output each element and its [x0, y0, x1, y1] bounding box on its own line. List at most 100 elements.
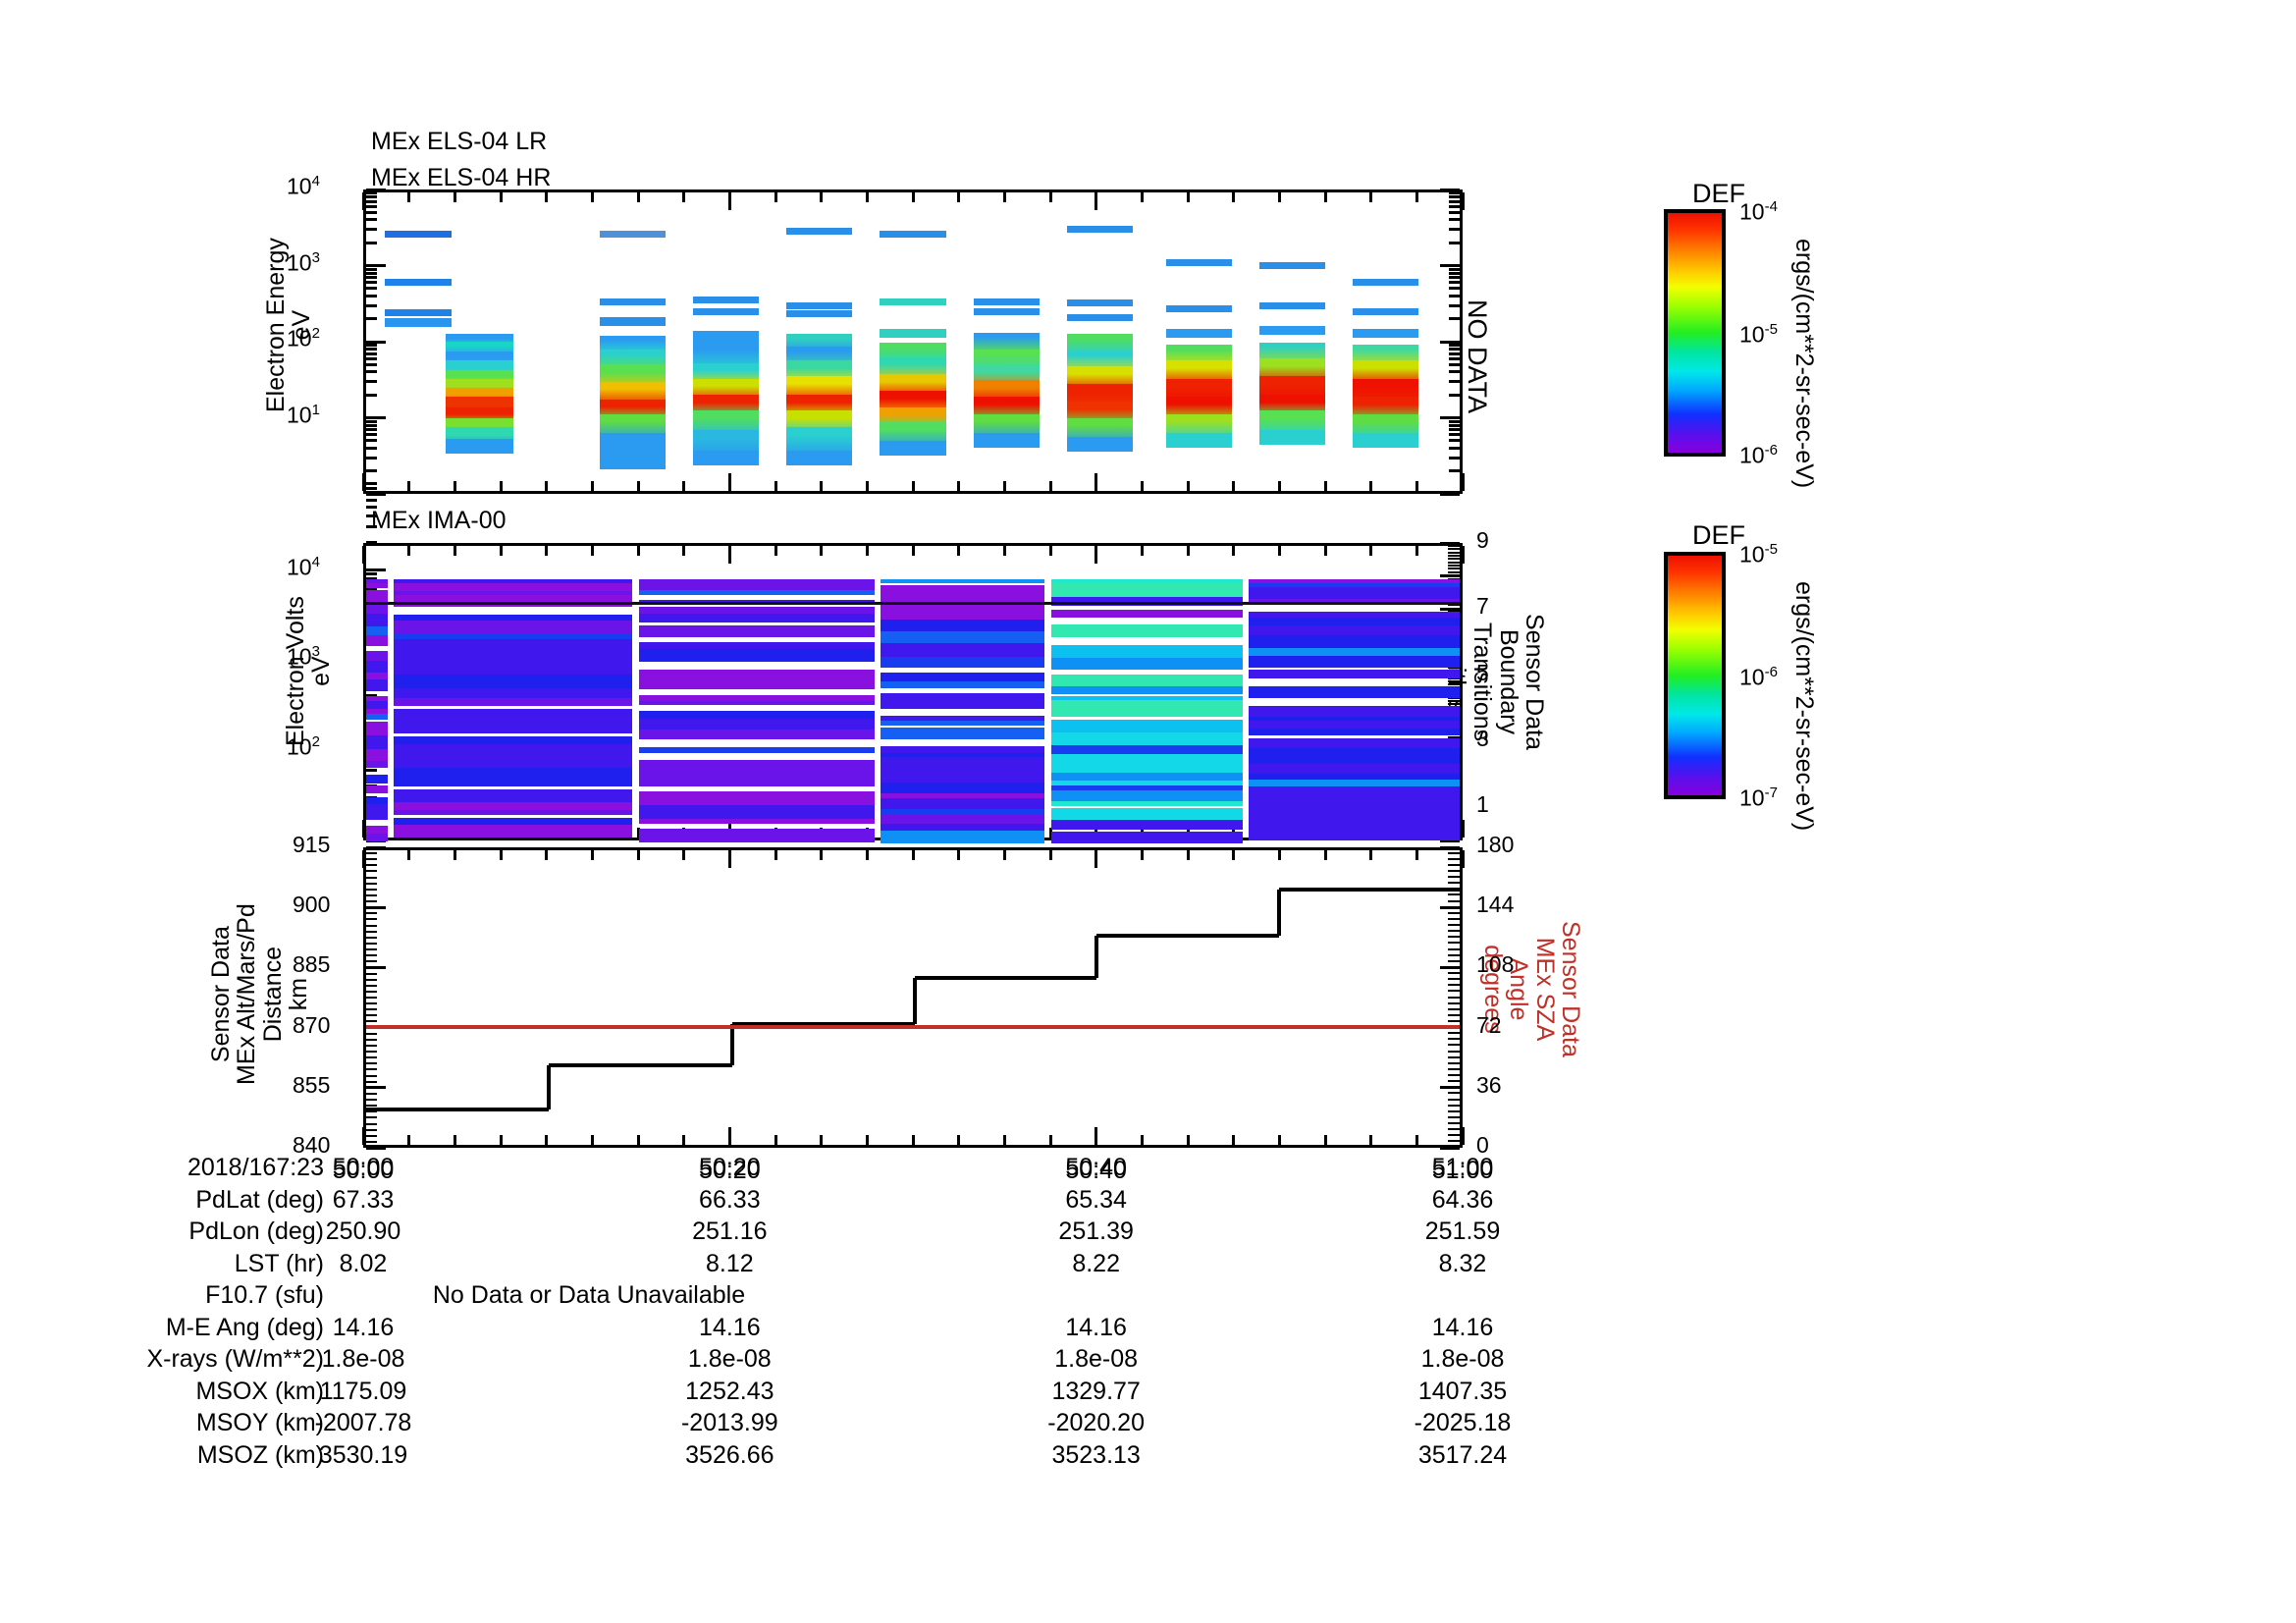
table-cell: 8.32	[1438, 1249, 1487, 1277]
table-cell: 50:20	[699, 1154, 761, 1181]
table-cell: 1.8e-08	[687, 1345, 772, 1373]
axis-tick	[1440, 965, 1460, 969]
x-tick-label: 51:00	[1431, 1157, 1494, 1184]
axis-tick	[366, 576, 377, 580]
axis-tick	[1448, 930, 1460, 933]
spectrogram-band	[366, 641, 388, 646]
axis-tick	[366, 370, 377, 374]
axis-tick	[407, 481, 411, 491]
spectrogram-band	[1050, 624, 1243, 637]
axis-tick	[366, 228, 377, 232]
axis-tick	[1448, 679, 1460, 682]
axis-tick	[1440, 340, 1460, 344]
table-cell: -2013.99	[680, 1409, 778, 1436]
spectrogram-band	[394, 709, 633, 723]
axis-tick	[1448, 851, 1460, 854]
axis-tick	[1448, 1104, 1460, 1107]
panel2-right-label-line1: Sensor Data	[1521, 614, 1548, 750]
spectrogram-band	[599, 298, 666, 306]
axis-tick	[682, 192, 686, 202]
spectrogram-band	[880, 328, 946, 338]
axis-tick	[1448, 604, 1460, 607]
axis-tick	[361, 473, 365, 491]
axis-tick	[1448, 1140, 1460, 1143]
spectrogram-band	[1249, 686, 1460, 698]
axis-tick	[1095, 192, 1098, 210]
axis-tick	[499, 1135, 503, 1145]
axis-tick	[366, 195, 377, 198]
axis-tick	[1448, 577, 1460, 580]
axis-minor-tick	[366, 852, 377, 855]
axis-minor-tick	[366, 1092, 377, 1095]
axis-tick	[499, 546, 503, 556]
axis-tick	[1448, 1019, 1460, 1022]
spectrogram-column	[693, 192, 760, 491]
axis-tick	[1448, 857, 1460, 860]
spectrogram-band	[1050, 587, 1243, 597]
spectrogram-band	[394, 723, 633, 733]
axis-tick	[545, 1135, 549, 1145]
axis-minor-tick	[366, 882, 377, 885]
axis-tick	[1440, 541, 1460, 545]
spectrogram-band	[881, 620, 1045, 631]
panel3-ytick-label: 840	[293, 1132, 331, 1158]
spectrogram-band	[638, 799, 875, 805]
table-cell: 1.8e-08	[1054, 1345, 1139, 1373]
spectrogram-band	[366, 579, 388, 583]
spectrogram-band	[881, 798, 1045, 809]
table-cell: 14.16	[1065, 1313, 1127, 1341]
spectrogram-band	[638, 695, 875, 701]
table-row-label: LST (hr)	[234, 1249, 324, 1277]
spectrogram-band	[366, 651, 388, 661]
cb2-mid-mant: 10	[1739, 664, 1765, 690]
spectrogram-band	[1165, 305, 1232, 313]
axis-minor-tick	[366, 870, 377, 873]
spectrogram-band	[1249, 706, 1460, 717]
spectrogram-band	[1066, 436, 1133, 452]
spectrogram-band	[638, 771, 875, 777]
altitude-step-segment	[366, 1108, 550, 1112]
axis-minor-tick	[366, 918, 377, 921]
axis-tick	[774, 192, 777, 202]
spectrogram-band	[786, 450, 853, 465]
spectrogram-band	[1249, 648, 1460, 656]
axis-tick	[1277, 481, 1281, 491]
spectrogram-band	[385, 279, 452, 287]
axis-tick	[361, 820, 365, 838]
spectrogram-band	[1249, 738, 1460, 748]
spectrogram-band	[394, 675, 633, 688]
axis-tick	[1095, 1127, 1098, 1145]
axis-tick	[545, 481, 549, 491]
panel3-right-tick-label: 108	[1476, 951, 1515, 978]
axis-tick	[366, 492, 377, 496]
axis-tick	[1277, 1135, 1281, 1145]
spectrogram-band	[366, 583, 388, 588]
table-cell: 251.39	[1058, 1217, 1134, 1245]
spectrogram-band	[394, 772, 633, 778]
axis-minor-tick	[366, 960, 377, 963]
spectrogram-band	[1050, 579, 1243, 583]
panel3-ytick-label: 915	[293, 832, 331, 857]
ytick-mant: 10	[287, 554, 312, 580]
axis-tick	[366, 965, 386, 969]
table-row-label: F10.7 (sfu)	[205, 1281, 324, 1309]
axis-tick	[1449, 439, 1460, 443]
axis-tick	[1002, 192, 1006, 202]
axis-tick	[1002, 546, 1006, 556]
axis-minor-tick	[366, 1068, 377, 1071]
spectrogram-band	[881, 757, 1045, 770]
spectrogram-band	[394, 615, 633, 621]
axis-tick	[1095, 850, 1098, 868]
spectrogram-band	[881, 643, 1045, 657]
axis-tick	[1448, 924, 1460, 927]
spectrogram-band	[394, 778, 633, 786]
spectrogram-band	[366, 804, 388, 811]
axis-tick	[957, 546, 961, 556]
axis-tick	[1440, 607, 1460, 611]
spectrogram-band	[394, 621, 633, 634]
axis-tick	[1449, 456, 1460, 460]
spectrogram-band	[1050, 801, 1243, 806]
axis-tick	[366, 482, 377, 486]
axis-tick	[1323, 192, 1327, 202]
axis-minor-tick	[366, 1099, 377, 1102]
